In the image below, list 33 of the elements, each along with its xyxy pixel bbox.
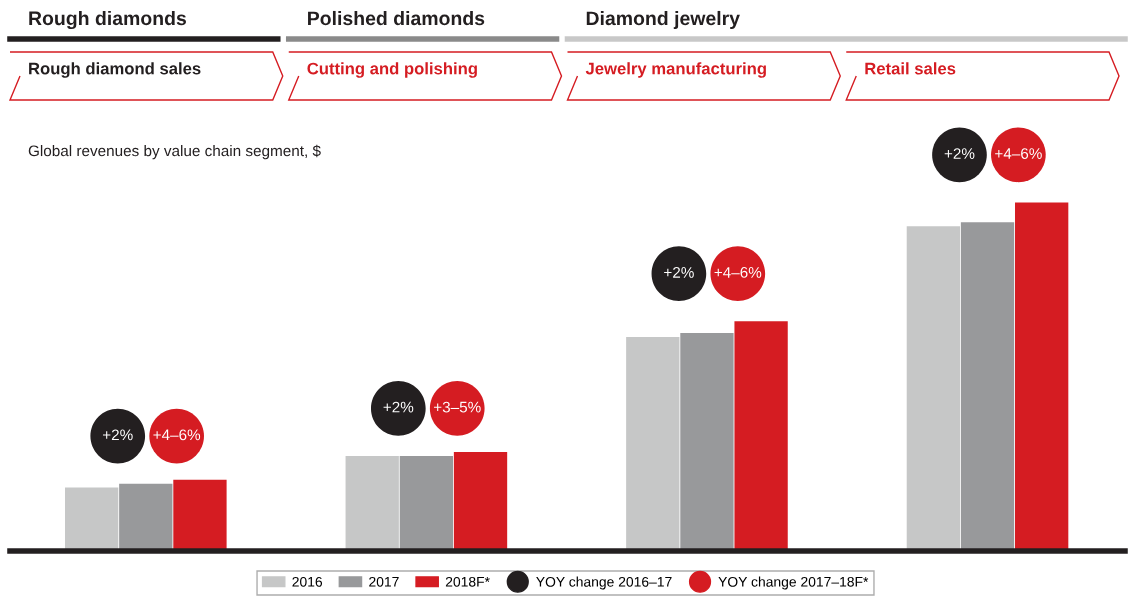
annotation: +3–5% <box>433 401 481 413</box>
x-tick-label: Cutting and polishing <box>307 62 477 78</box>
chart-subtitle: Global revenues by value chain segment, $ <box>28 144 321 160</box>
annotation: +2% <box>383 401 414 413</box>
bar <box>734 321 788 551</box>
legend-label: YOY change 2017–18F* <box>718 576 869 590</box>
bar <box>399 455 454 551</box>
text: Rough diamonds <box>29 10 186 30</box>
bar <box>64 487 119 551</box>
bar <box>680 333 734 551</box>
bar <box>1015 202 1069 551</box>
bar <box>960 222 1015 551</box>
legend-label: 2016 <box>292 576 323 587</box>
bar <box>626 337 680 551</box>
text: Diamond jewelry <box>586 10 740 30</box>
x-tick-label: Retail sales <box>865 62 956 75</box>
x-tick-label: Jewelry manufacturing <box>585 62 766 78</box>
annotation: +2% <box>102 429 133 441</box>
legend-label: 2018F* <box>445 576 490 587</box>
x-tick-label: Rough diamond sales <box>29 62 201 78</box>
bar <box>173 479 227 551</box>
legend-label: YOY change 2016–17 <box>536 576 672 590</box>
annotation: +2% <box>664 266 694 278</box>
bar <box>906 226 961 551</box>
annotation: +4–6% <box>714 266 762 278</box>
bar <box>345 455 399 551</box>
annotation: +4–6% <box>995 148 1042 159</box>
legend-label: 2017 <box>369 576 399 587</box>
annotation: +4–6% <box>153 429 201 441</box>
annotation: +2% <box>944 148 975 159</box>
text: Polished diamonds <box>308 10 485 26</box>
bar <box>453 451 508 551</box>
bar <box>119 483 173 551</box>
